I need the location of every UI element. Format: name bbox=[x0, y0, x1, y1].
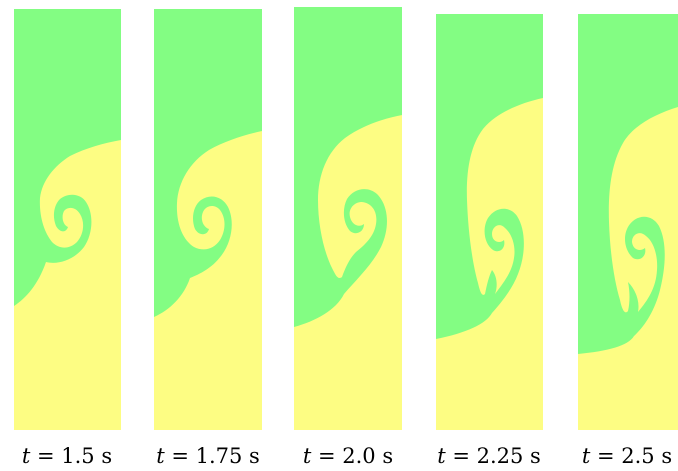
panel-label: t = 2.0 s bbox=[303, 444, 393, 468]
panel-label: t = 2.25 s bbox=[437, 444, 541, 468]
upper-fluid-region bbox=[154, 9, 262, 317]
panel-t-1-5 bbox=[14, 9, 121, 430]
upper-fluid-region bbox=[578, 14, 678, 354]
panel-label: t = 1.75 s bbox=[156, 444, 260, 468]
upper-fluid-region bbox=[294, 7, 402, 327]
panel-t-2-5 bbox=[578, 14, 678, 430]
panel-label: t = 2.5 s bbox=[582, 444, 672, 468]
upper-fluid-region bbox=[436, 14, 543, 339]
panel-t-2-25 bbox=[436, 14, 543, 430]
panel-label: t = 1.5 s bbox=[22, 444, 112, 468]
panel-t-2-0 bbox=[294, 7, 402, 430]
panel-t-1-75 bbox=[154, 9, 262, 430]
upper-fluid-region bbox=[14, 9, 121, 306]
